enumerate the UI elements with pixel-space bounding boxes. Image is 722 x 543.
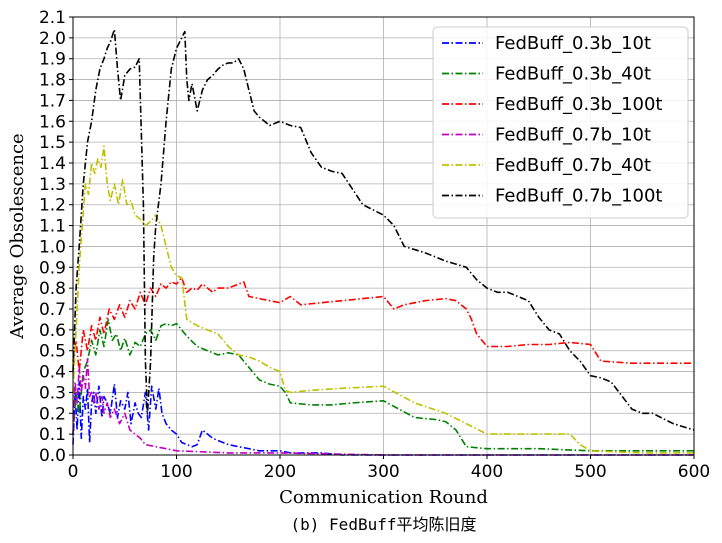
y-tick-label: 1.4 bbox=[39, 154, 66, 174]
x-axis-title: Communication Round bbox=[279, 487, 488, 508]
x-tick-label: 600 bbox=[678, 462, 710, 482]
legend-box bbox=[432, 26, 689, 219]
series-line-5 bbox=[72, 28, 695, 431]
x-tick-label: 500 bbox=[574, 462, 606, 482]
y-tick-label: 0.8 bbox=[39, 279, 66, 299]
y-tick-label: 0.2 bbox=[39, 404, 66, 424]
y-tick-label: 0.5 bbox=[39, 342, 66, 362]
x-tick-label: 100 bbox=[160, 462, 192, 482]
series-line-0 bbox=[72, 381, 694, 456]
y-tick-label: 1.3 bbox=[39, 175, 66, 195]
series-line-1 bbox=[72, 318, 694, 452]
y-tick-label: 0.6 bbox=[39, 321, 66, 341]
series-line-3 bbox=[72, 358, 694, 456]
y-tick-label: 1.8 bbox=[39, 71, 66, 91]
y-tick-label: 1.9 bbox=[39, 50, 66, 70]
series-line-4 bbox=[72, 145, 694, 454]
series-line-2 bbox=[72, 276, 694, 373]
series-lines bbox=[72, 28, 695, 456]
legend: FedBuff_0.3b_10t FedBuff_0.3b_40t FedBuff_… bbox=[432, 26, 689, 219]
y-tick-label: 1.1 bbox=[39, 217, 66, 237]
legend-label-3: FedBuff_0.7b_10t bbox=[495, 125, 651, 146]
legend-label-1: FedBuff_0.3b_40t bbox=[495, 64, 651, 85]
x-tick-label: 300 bbox=[367, 462, 399, 482]
y-tick-label: 0.7 bbox=[39, 300, 66, 320]
y-ticks: 0.00.10.20.30.40.50.60.70.80.91.01.11.21… bbox=[39, 8, 73, 466]
figure-caption: (b) FedBuff平均陈旧度 bbox=[291, 515, 477, 534]
y-tick-label: 1.2 bbox=[39, 196, 66, 216]
y-tick-label: 0.9 bbox=[39, 258, 66, 278]
y-axis-title: Average Obsolescence bbox=[7, 133, 28, 339]
y-tick-label: 0.4 bbox=[39, 363, 66, 383]
y-tick-label: 0.3 bbox=[39, 383, 66, 403]
y-tick-label: 0.1 bbox=[39, 425, 66, 445]
x-tick-label: 200 bbox=[264, 462, 296, 482]
y-tick-label: 1.0 bbox=[39, 237, 66, 257]
x-ticks: 0 100 200 300 400 500 600 bbox=[68, 455, 710, 482]
legend-label-4: FedBuff_0.7b_40t bbox=[495, 155, 651, 176]
y-tick-label: 0.0 bbox=[39, 446, 66, 466]
legend-label-2: FedBuff_0.3b_100t bbox=[495, 94, 663, 115]
y-tick-label: 2.0 bbox=[39, 29, 66, 49]
x-tick-label: 400 bbox=[471, 462, 503, 482]
y-tick-label: 2.1 bbox=[39, 8, 66, 28]
legend-label-5: FedBuff_0.7b_100t bbox=[495, 186, 663, 207]
y-tick-label: 1.7 bbox=[39, 91, 66, 111]
legend-label-0: FedBuff_0.3b_10t bbox=[495, 33, 651, 54]
y-tick-label: 1.6 bbox=[39, 112, 66, 132]
y-tick-label: 1.5 bbox=[39, 133, 66, 153]
x-tick-label: 0 bbox=[68, 462, 79, 482]
